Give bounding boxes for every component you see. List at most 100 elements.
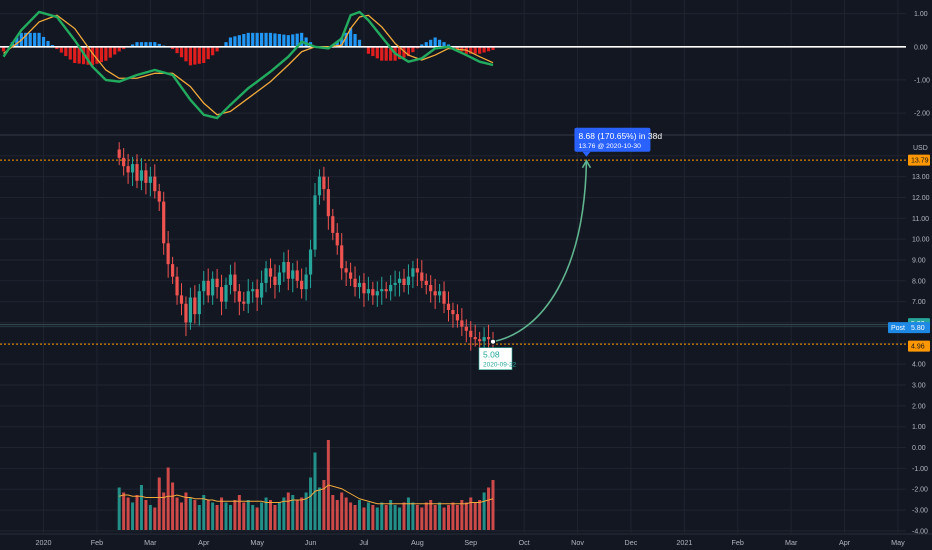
- macd-panel[interactable]: [0, 10, 906, 120]
- start-price-value: 5.08: [483, 350, 500, 360]
- candle-body: [188, 297, 192, 323]
- macd-histogram-bar: [375, 46, 379, 59]
- volume-bar: [384, 505, 388, 530]
- price-axis-tick-label: 3.00: [912, 383, 926, 390]
- volume-bar: [491, 480, 495, 530]
- volume-bar: [300, 497, 304, 530]
- macd-histogram-bar: [300, 32, 304, 47]
- projection-callout-change: 8.68 (170.65%) in 38d: [578, 131, 662, 141]
- candle-body: [171, 264, 175, 277]
- macd-histogram-bar: [122, 46, 126, 50]
- macd-histogram-bar: [171, 46, 175, 50]
- candle-body: [215, 278, 219, 288]
- volume-bar: [317, 487, 321, 530]
- volume-bar: [184, 492, 188, 530]
- time-axis-tick-label: Feb: [91, 538, 103, 547]
- volume-bar: [242, 502, 246, 530]
- volume-bar: [433, 505, 437, 530]
- volume-bar: [393, 505, 397, 530]
- price-axis-tick-label: -2.00: [912, 487, 928, 494]
- volume-bar: [166, 467, 170, 530]
- candle-body: [193, 297, 197, 315]
- macd-axis-tick-label: 0.00: [914, 44, 928, 51]
- macd-histogram-bar: [291, 34, 295, 47]
- macd-histogram-bar: [41, 36, 46, 47]
- macd-histogram-bar: [246, 32, 250, 47]
- candle-body: [415, 268, 419, 273]
- candle-body: [380, 289, 384, 292]
- candle-body: [344, 268, 348, 273]
- candle-body: [162, 201, 166, 244]
- candle-body: [308, 249, 313, 275]
- time-axis-tick-label: Jul: [359, 538, 369, 547]
- time-axis[interactable]: 2020 Feb Mar Apr May Jun Jul Aug Sep Oct Nov Dec 202…: [0, 533, 932, 547]
- resistance-price-value: 13.79: [911, 158, 929, 165]
- candle-body: [211, 278, 215, 296]
- time-axis-tick-label: Jun: [305, 538, 317, 547]
- macd-histogram-bar: [104, 46, 108, 61]
- macd-histogram-bar: [491, 46, 495, 51]
- macd-histogram-bar: [95, 46, 99, 64]
- macd-histogram-bar: [206, 46, 210, 60]
- projection-start-point[interactable]: [489, 338, 497, 345]
- projection-callout[interactable]: 8.68 (170.65%) in 38d 13.76 @ 2020-10-30: [574, 127, 662, 157]
- candles: [117, 142, 495, 353]
- volume-bar: [197, 505, 201, 530]
- volume-bar: [429, 500, 433, 530]
- price-axis-tick-label: 7.00: [912, 299, 926, 306]
- macd-histogram-bar: [286, 35, 290, 47]
- volume-bar: [251, 505, 255, 530]
- macd-histogram-bar: [478, 46, 482, 54]
- candle-body: [317, 176, 322, 196]
- macd-histogram-bar: [433, 37, 437, 47]
- candle-body: [175, 276, 179, 296]
- macd-axis-tick-label: -1.00: [914, 77, 930, 84]
- macd-histogram-bar: [184, 46, 188, 62]
- volume-bar: [188, 497, 192, 530]
- volume-bar: [478, 500, 482, 530]
- macd-histogram-bar: [188, 46, 192, 66]
- candle-body: [482, 337, 486, 342]
- macd-histogram-bar: [211, 46, 215, 56]
- candle-body: [331, 216, 335, 233]
- price-axis-tick-label: 12.00: [912, 195, 930, 202]
- macd-histogram-bar: [135, 42, 139, 47]
- macd-histogram-bar: [99, 46, 103, 63]
- volume-bar: [451, 502, 455, 530]
- macd-histogram-bar: [473, 46, 477, 54]
- volume-bar: [335, 500, 339, 530]
- candle-body: [273, 276, 277, 285]
- macd-histogram-bar: [242, 34, 246, 47]
- candle-body: [402, 278, 406, 285]
- candle-body: [304, 274, 308, 290]
- macd-histogram-bar: [455, 46, 459, 50]
- projection-arrow-curve[interactable]: [492, 160, 588, 343]
- candle-body: [384, 289, 388, 292]
- volume-bar: [153, 507, 157, 530]
- macd-histogram-bar: [55, 46, 59, 50]
- volume-bar: [366, 502, 370, 530]
- time-axis-tick-label: Aug: [411, 538, 424, 547]
- projection-callout-box[interactable]: [574, 127, 651, 152]
- macd-histogram-bar: [117, 46, 121, 52]
- candle-body: [228, 274, 233, 285]
- macd-histogram-bar: [68, 46, 72, 60]
- macd-histogram-bar: [371, 46, 375, 57]
- time-axis-tick-label: 2021: [676, 538, 692, 547]
- candle-body: [393, 282, 397, 285]
- start-price-label-box: [478, 347, 513, 370]
- price-axis[interactable]: 1.00 0.00 -1.00 -2.00 13.00 12.00 11.00 10.00 9…: [888, 11, 930, 535]
- macd-histogram-bar: [380, 46, 384, 61]
- time-axis-tick-label: 2020: [36, 538, 52, 547]
- price-axis-tick-label: 4.00: [912, 362, 926, 369]
- candle-body: [375, 291, 379, 296]
- projection-callout-tail: [582, 151, 591, 157]
- volume-bar: [233, 500, 237, 530]
- post-market-price-tag: [888, 322, 930, 334]
- candle-body: [397, 278, 402, 283]
- volume-bar: [415, 505, 419, 530]
- volume-bar: [162, 492, 166, 530]
- volume-bar: [455, 505, 459, 530]
- volume-bar: [469, 497, 473, 530]
